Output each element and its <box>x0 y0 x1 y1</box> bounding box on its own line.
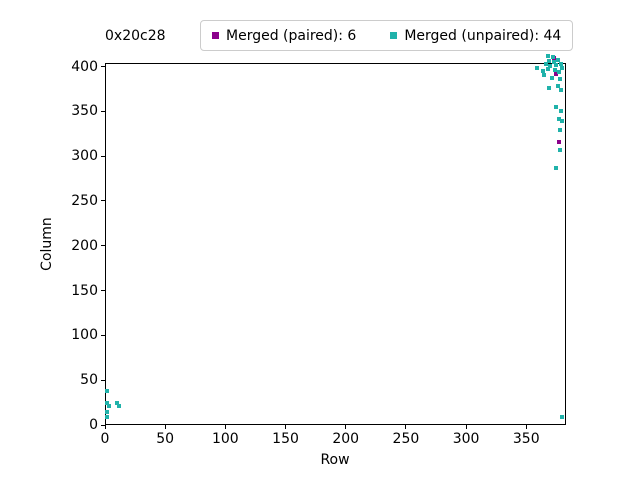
data-point-unpaired <box>560 414 565 419</box>
y-tick-label: 100 <box>71 327 98 344</box>
x-tick-mark <box>405 425 407 429</box>
data-point-unpaired <box>559 61 564 66</box>
x-tick-label: 300 <box>452 431 480 447</box>
y-tick-mark <box>101 66 105 68</box>
data-point-unpaired <box>106 404 111 409</box>
y-tick-mark <box>101 334 105 336</box>
x-tick-mark <box>345 425 347 429</box>
data-point-unpaired <box>545 67 550 72</box>
y-tick-label: 200 <box>71 237 98 254</box>
x-tick-label: 350 <box>512 431 540 447</box>
legend-marker-unpaired-icon <box>390 32 398 39</box>
data-point-unpaired <box>553 68 558 73</box>
y-tick-mark <box>101 155 105 157</box>
data-point-unpaired <box>557 147 562 152</box>
x-tick-mark <box>525 425 527 429</box>
y-tick-mark <box>101 110 105 112</box>
y-tick-mark <box>101 424 105 426</box>
data-point-unpaired <box>555 84 560 89</box>
y-tick-label: 50 <box>80 372 98 389</box>
data-point-unpaired <box>117 404 122 409</box>
data-point-unpaired <box>542 72 547 77</box>
y-tick-label: 250 <box>71 192 98 209</box>
data-point-unpaired <box>549 76 554 81</box>
x-tick-mark <box>285 425 287 429</box>
x-tick-label: 200 <box>332 431 360 447</box>
y-tick-mark <box>101 200 105 202</box>
x-tick-label: 50 <box>156 431 175 447</box>
y-tick-label: 300 <box>71 148 98 165</box>
data-point-unpaired <box>548 63 553 68</box>
data-point-unpaired <box>105 388 110 393</box>
x-tick-label: 150 <box>272 431 299 447</box>
y-tick-label: 0 <box>89 417 98 433</box>
data-point-unpaired <box>554 165 559 170</box>
y-tick-mark <box>101 245 105 247</box>
data-point-unpaired <box>560 66 565 71</box>
y-tick-mark <box>101 290 105 292</box>
data-point-paired <box>556 139 561 144</box>
data-point-unpaired <box>551 60 556 65</box>
y-axis-label: Column <box>39 217 55 271</box>
y-tick-mark <box>101 379 105 381</box>
data-point-unpaired <box>105 409 110 414</box>
x-tick-label: 250 <box>392 431 420 447</box>
data-point-unpaired <box>543 61 548 66</box>
data-point-unpaired <box>535 66 540 71</box>
data-point-unpaired <box>105 414 110 419</box>
data-point-unpaired <box>554 104 559 109</box>
x-tick-mark <box>104 425 106 429</box>
data-point-unpaired <box>550 54 555 59</box>
legend-item-unpaired: Merged (unpaired): 44 <box>390 28 561 44</box>
data-point-unpaired <box>559 87 564 92</box>
legend-label-paired: Merged (paired): 6 <box>226 27 357 44</box>
data-point-unpaired <box>554 62 559 67</box>
data-point-unpaired <box>541 69 546 74</box>
x-tick-label: 100 <box>211 431 239 447</box>
data-point-unpaired <box>105 400 110 405</box>
data-point-unpaired <box>115 400 120 405</box>
y-tick-label: 350 <box>71 103 98 120</box>
legend-marker-paired-icon <box>212 32 219 39</box>
y-tick-label: 150 <box>71 282 98 299</box>
data-point-paired <box>554 71 559 76</box>
data-point-unpaired <box>557 128 562 133</box>
data-point-unpaired <box>545 53 550 58</box>
x-axis-label: Row <box>320 452 350 468</box>
x-tick-mark <box>465 425 467 429</box>
x-tick-label: 0 <box>100 431 110 447</box>
legend-item-paired: Merged (paired): 6 <box>212 28 356 44</box>
data-point-unpaired <box>556 69 561 74</box>
data-point-unpaired <box>559 109 564 114</box>
data-point-unpaired <box>560 119 565 124</box>
x-tick-mark <box>164 425 166 429</box>
x-tick-mark <box>224 425 226 429</box>
y-tick-label: 400 <box>71 58 98 75</box>
data-point-unpaired <box>547 86 552 91</box>
data-point-unpaired <box>557 77 562 82</box>
data-point-unpaired <box>556 116 561 121</box>
data-point-unpaired <box>555 58 560 63</box>
data-point-unpaired <box>547 59 552 64</box>
plot-title: 0x20c28 <box>105 28 166 44</box>
legend: Merged (paired): 6 Merged (unpaired): 44 <box>200 20 574 51</box>
plot-area <box>105 63 566 425</box>
legend-label-unpaired: Merged (unpaired): 44 <box>404 27 562 44</box>
